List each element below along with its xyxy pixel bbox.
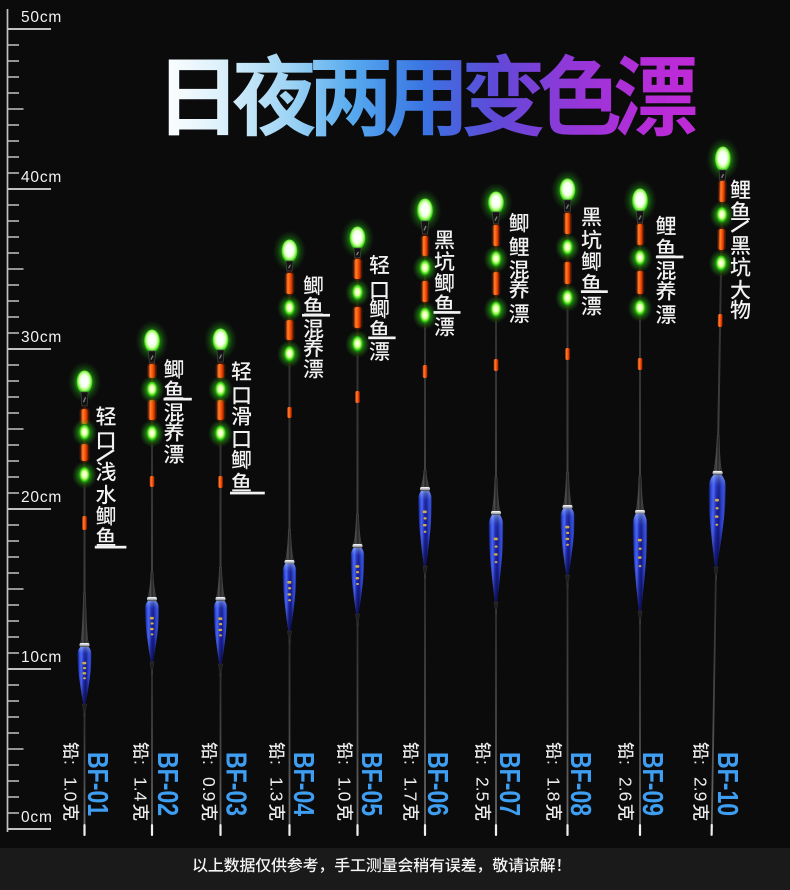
svg-text:10cm: 10cm — [21, 649, 62, 666]
svg-text:0.9: 0.9 — [199, 777, 219, 801]
svg-text:1.0: 1.0 — [335, 777, 355, 802]
svg-text:BF-06: BF-06 — [421, 752, 452, 816]
svg-text:2.6: 2.6 — [616, 777, 636, 801]
svg-text:1.0: 1.0 — [61, 777, 81, 802]
svg-text::: : — [131, 760, 151, 765]
svg-text::: : — [61, 760, 81, 765]
svg-text::: : — [335, 760, 355, 765]
svg-text:2.5: 2.5 — [473, 777, 493, 801]
svg-text::: : — [691, 760, 711, 765]
svg-text:BF-01: BF-01 — [81, 752, 112, 816]
svg-text:2.9: 2.9 — [691, 777, 711, 801]
svg-text::: : — [267, 760, 287, 765]
svg-text::: : — [401, 760, 421, 765]
svg-text:BF-07: BF-07 — [493, 752, 524, 816]
svg-text:BF-05: BF-05 — [355, 752, 386, 816]
svg-text:0cm: 0cm — [21, 809, 53, 826]
svg-text:40cm: 40cm — [21, 169, 62, 186]
svg-text:BF-09: BF-09 — [636, 752, 667, 816]
svg-text:BF-08: BF-08 — [564, 752, 595, 816]
svg-text:BF-02: BF-02 — [151, 752, 182, 816]
svg-text::: : — [544, 760, 564, 765]
svg-text:1.4: 1.4 — [131, 777, 151, 802]
svg-text:1.7: 1.7 — [401, 777, 421, 801]
svg-text:BF-10: BF-10 — [711, 752, 742, 816]
svg-text:30cm: 30cm — [21, 329, 62, 346]
svg-text::: : — [473, 760, 493, 765]
svg-text::: : — [616, 760, 636, 765]
svg-text::: : — [199, 760, 219, 765]
svg-text:20cm: 20cm — [21, 489, 62, 506]
svg-text:1.3: 1.3 — [267, 777, 287, 801]
svg-text:BF-03: BF-03 — [220, 752, 251, 816]
svg-text:1.8: 1.8 — [544, 777, 564, 801]
svg-text:50cm: 50cm — [21, 9, 62, 26]
svg-text:BF-04: BF-04 — [287, 752, 318, 817]
